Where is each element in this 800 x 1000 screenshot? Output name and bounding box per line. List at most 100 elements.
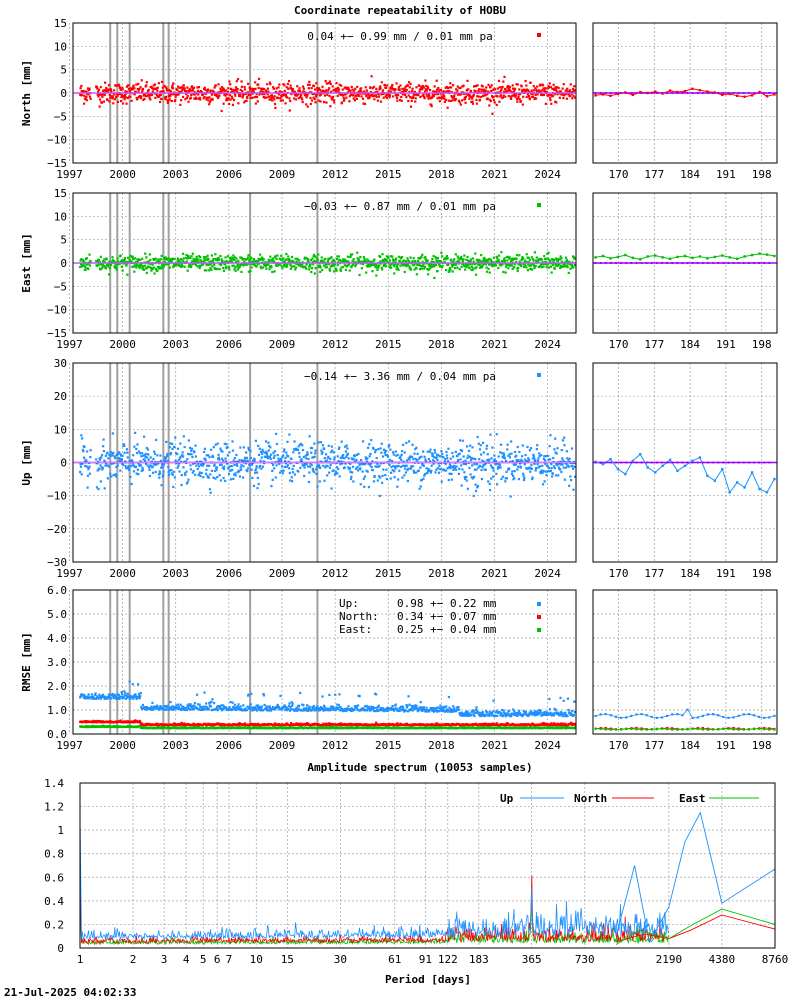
- data-point: [568, 484, 571, 487]
- data-point: [554, 264, 557, 267]
- data-point: [414, 471, 418, 474]
- data-point: [510, 257, 513, 260]
- data-point: [433, 276, 436, 280]
- data-point: [462, 84, 465, 87]
- recent-trend-point: [625, 261, 628, 265]
- data-point: [360, 458, 363, 462]
- data-point: [482, 451, 485, 454]
- rmse-point: [371, 708, 374, 711]
- rmse-point: [394, 703, 397, 706]
- data-point: [185, 260, 189, 263]
- data-point: [457, 257, 460, 260]
- data-point: [541, 464, 544, 467]
- data-point: [451, 466, 454, 469]
- rmse-point: [186, 704, 189, 707]
- rmse-point: [233, 703, 236, 706]
- data-point: [499, 443, 503, 446]
- data-point: [84, 265, 87, 268]
- data-point: [458, 268, 461, 271]
- data-point: [217, 96, 220, 100]
- data-point: [295, 262, 298, 266]
- rmse-point: [322, 704, 326, 707]
- data-point: [366, 457, 369, 460]
- data-point: [432, 462, 435, 465]
- data-point: [528, 466, 531, 469]
- data-point: [407, 81, 411, 84]
- data-point: [396, 267, 399, 270]
- data-point: [206, 88, 210, 91]
- data-point: [180, 474, 183, 477]
- data-point: [455, 263, 458, 266]
- data-point: [523, 476, 526, 480]
- data-point: [290, 457, 293, 461]
- data-point: [345, 260, 348, 263]
- data-point: [496, 95, 499, 98]
- recent-xtick-label: 177: [644, 739, 664, 752]
- data-point: [461, 258, 464, 261]
- rmse-point: [168, 706, 171, 709]
- data-point: [455, 260, 459, 264]
- data-point: [503, 75, 506, 78]
- data-point: [426, 471, 429, 475]
- recent-xtick-label: 177: [644, 338, 664, 351]
- data-point: [549, 434, 552, 437]
- data-point: [182, 257, 185, 260]
- data-point: [140, 95, 143, 98]
- data-point: [218, 262, 222, 266]
- data-point: [396, 485, 399, 488]
- data-point: [179, 86, 182, 89]
- data-point: [208, 100, 212, 104]
- data-point: [222, 102, 225, 105]
- rmse-point: [374, 709, 377, 713]
- data-point: [313, 97, 316, 101]
- data-point: [393, 272, 396, 275]
- data-point: [303, 266, 306, 269]
- data-point: [331, 95, 335, 99]
- data-point: [243, 257, 246, 261]
- data-point: [367, 259, 370, 262]
- data-point: [308, 435, 311, 438]
- data-point: [492, 469, 495, 472]
- data-point: [138, 87, 141, 91]
- data-point: [421, 260, 424, 263]
- data-point: [169, 95, 172, 98]
- data-point: [169, 259, 172, 262]
- data-point: [401, 93, 404, 96]
- rmse-point: [402, 706, 405, 709]
- data-point: [417, 257, 420, 260]
- data-point: [374, 263, 378, 267]
- recent-trend-point: [732, 461, 735, 464]
- rmse-point: [327, 707, 330, 710]
- data-point: [360, 95, 363, 98]
- data-point: [423, 265, 427, 269]
- data-point: [285, 451, 288, 454]
- rmse-point: [440, 708, 443, 711]
- data-point: [103, 261, 106, 264]
- data-point: [80, 434, 83, 437]
- data-point: [506, 262, 510, 266]
- data-point: [557, 474, 560, 477]
- xtick-label: 2015: [375, 739, 402, 752]
- ytick-label: 4.0: [47, 632, 67, 645]
- data-point: [471, 268, 474, 272]
- data-point: [566, 265, 569, 269]
- data-point: [447, 89, 450, 92]
- data-point: [141, 257, 144, 260]
- data-point: [195, 257, 198, 260]
- data-point: [535, 256, 538, 259]
- data-point: [390, 471, 393, 474]
- rmse-point: [465, 712, 469, 715]
- data-point: [515, 454, 518, 457]
- data-point: [234, 472, 237, 475]
- data-point: [543, 255, 546, 258]
- data-point: [349, 89, 352, 92]
- data-point: [547, 85, 550, 88]
- data-point: [151, 465, 154, 469]
- rmse-point: [251, 707, 254, 710]
- ylabel: RMSE [mm]: [20, 632, 33, 692]
- data-point: [414, 260, 417, 263]
- data-point: [401, 87, 404, 90]
- data-point: [506, 443, 509, 446]
